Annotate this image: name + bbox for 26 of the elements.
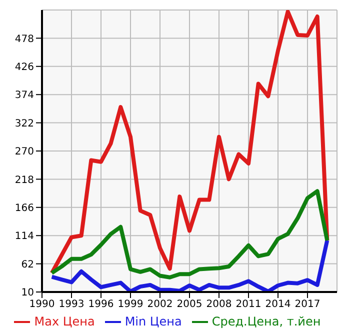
line-series — [50, 238, 330, 292]
x-tick-label: 1999 — [118, 299, 144, 310]
line-series — [50, 10, 330, 276]
x-tick-label: 2008 — [206, 299, 232, 310]
y-tick-label: 478 — [14, 34, 34, 45]
y-tick-label: 218 — [14, 174, 34, 186]
legend-label: Сред.Цена, т.йен — [212, 314, 321, 328]
x-tick-label: 2002 — [147, 299, 173, 310]
x-tick-label: 1996 — [88, 299, 114, 310]
x-tick-label: 2011 — [236, 299, 262, 310]
y-tick-label: 270 — [14, 146, 34, 158]
y-tick-label: 322 — [14, 118, 34, 130]
x-tick-label: 2014 — [265, 299, 291, 310]
line-series — [50, 189, 330, 280]
x-tick-label: 1990 — [29, 299, 55, 310]
y-tick-label: 10 — [21, 288, 34, 299]
y-tick-label: 374 — [14, 90, 34, 102]
x-tick-label: 2005 — [176, 299, 202, 310]
y-tick-label: 62 — [21, 259, 34, 270]
y-tick-label: 114 — [14, 231, 34, 242]
y-tick-label: 426 — [14, 62, 34, 73]
x-tick-label: 2017 — [294, 299, 320, 310]
legend-label: Max Цена — [34, 314, 95, 328]
legend-label: Min Цена — [124, 314, 182, 328]
y-tick-label: 166 — [14, 202, 34, 214]
x-tick-label: 1993 — [58, 299, 84, 310]
